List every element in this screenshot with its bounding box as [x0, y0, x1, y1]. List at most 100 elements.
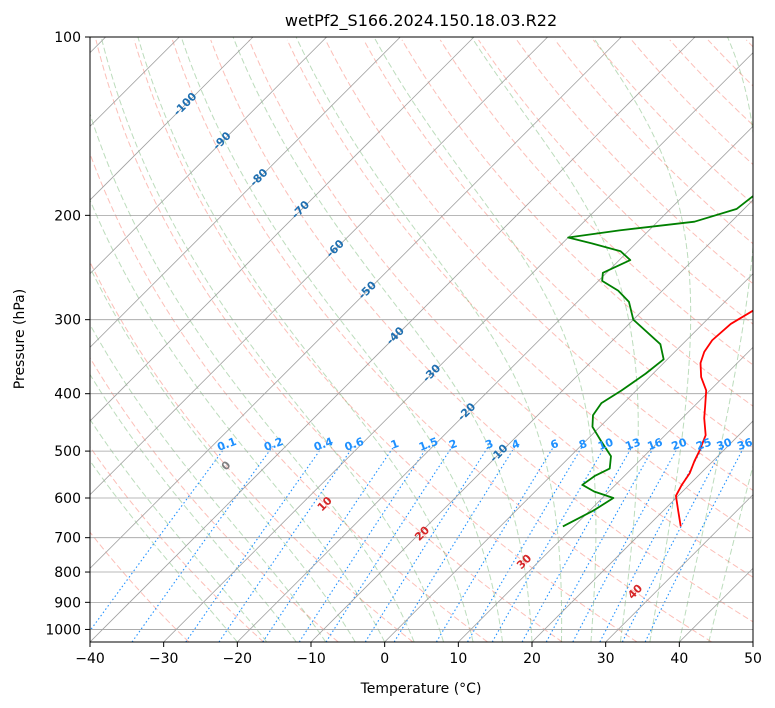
x-tick-label: −10 [296, 651, 326, 667]
mixing-ratio-label: 1.5 [417, 435, 440, 454]
y-tick-label: 900 [54, 595, 81, 611]
mixing-ratio-label: 6 [549, 437, 561, 452]
mixing-ratio-line [521, 446, 633, 642]
mixing-ratio-line [467, 446, 583, 642]
mixing-ratio-line [491, 446, 606, 642]
y-tick-label: 400 [54, 387, 81, 403]
dry-adiabat-line [401, 39, 753, 407]
mixing-ratio-label: 13 [624, 436, 643, 453]
mixing-ratio-label: 1 [389, 437, 401, 452]
dry-adiabat-line [95, 39, 563, 642]
plot-area: -100-90-80-70-60-50-40-30-20-100.1 0.2 0.4… [90, 37, 755, 642]
x-tick-label: 50 [744, 651, 762, 667]
mixing-ratio-label: 25 [694, 436, 713, 453]
dry-adiabat-line [516, 39, 753, 285]
moist-adiabat-line [471, 37, 639, 642]
dry-adiabat-line [172, 39, 713, 642]
moist-adiabat-line [90, 198, 386, 642]
y-tick-label: 300 [54, 313, 81, 329]
dry-adiabat-line [631, 39, 753, 166]
isotherm-line [90, 37, 401, 348]
y-tick-label: 1000 [45, 622, 81, 638]
y-tick-label: 200 [54, 208, 81, 224]
moist-adiabat-line [90, 323, 327, 642]
dry-adiabat-line [90, 356, 339, 642]
moist-adiabat-line [373, 37, 597, 642]
x-tick-label: 20 [523, 651, 541, 667]
mixing-ratio-line [90, 446, 227, 632]
isotherm-line [90, 37, 254, 201]
mixing-ratio-label: 4 [510, 437, 522, 452]
plot-frame [89, 36, 754, 643]
y-tick-label: 700 [54, 531, 81, 547]
mixing-ratio-label: 36 [736, 436, 755, 454]
dry-adiabat-line [439, 39, 753, 366]
moist-adiabat-line [90, 266, 356, 642]
moist-adiabat-line [90, 112, 415, 642]
mixing-ratio-line [298, 446, 429, 642]
x-tick-label: 30 [597, 651, 615, 667]
mixing-ratio-label: 10 [596, 436, 615, 454]
mixing-ratio-label: 0.4 [312, 435, 335, 454]
temperature-line [675, 309, 753, 527]
dry-adiabat-line [325, 39, 753, 491]
isotherm-line [384, 273, 753, 642]
y-axis-ticks: 100 200 300 400 500 600 700 800 900 1000 [45, 30, 90, 638]
isotherm-line [458, 346, 753, 642]
isotherm-line [310, 199, 753, 642]
isotherm-line [163, 52, 753, 642]
moist-adiabat-line [100, 37, 445, 642]
profile-lines [562, 194, 753, 528]
dry-adiabat-line [90, 531, 190, 642]
isotherm-line [90, 37, 327, 275]
mixing-ratio-label: 0.1 [216, 435, 239, 454]
isotherm-line [237, 125, 753, 642]
dry-adiabat-line [133, 39, 638, 642]
y-tick-label: 600 [54, 491, 81, 507]
x-axis-ticks: −40 −30 −20 −10 0 10 20 30 40 50 [75, 642, 762, 667]
chart-title: wetPf2_S166.2024.150.18.03.R22 [285, 11, 557, 31]
dry-adiabat-line [363, 39, 753, 449]
mixing-ratio-line [364, 446, 489, 642]
mixing-ratio-label: 16 [646, 436, 665, 454]
x-tick-label: −30 [149, 651, 179, 667]
dewpoint-line [562, 194, 753, 528]
mixing-ratio-line [599, 446, 704, 642]
x-axis-label: Temperature (°C) [360, 681, 482, 697]
dry-adiabat-line [90, 152, 488, 642]
mixing-ratio-line [644, 446, 745, 642]
moist-adiabat-line [180, 37, 504, 642]
isotherm-line [531, 420, 753, 642]
moist-adiabat-line [678, 37, 753, 642]
dry-adiabat-line [286, 39, 753, 535]
mixing-ratio-label: 3 [483, 437, 495, 452]
mixing-ratio-label: 0.6 [343, 435, 366, 454]
dry-adiabat-line [248, 39, 753, 578]
mixing-ratio-line [545, 446, 655, 642]
dry-adiabats [90, 39, 753, 642]
moist-adiabat-line [90, 373, 297, 642]
x-tick-label: −20 [223, 651, 253, 667]
isotherm-line [90, 37, 622, 569]
mixing-ratio-label: 2 [447, 437, 459, 452]
mixing-ratio-label: 8 [577, 437, 589, 452]
moist-adiabat-line [232, 37, 533, 642]
moist-adiabat-line [295, 37, 563, 642]
isobars [90, 37, 753, 630]
isotherm-line [90, 37, 696, 642]
y-tick-label: 100 [54, 30, 81, 46]
mixing-ratio-line [572, 446, 679, 642]
mixing-ratio-line [262, 446, 395, 642]
dry-adiabat-line [554, 39, 753, 245]
x-tick-label: −40 [75, 651, 105, 667]
dry-adiabat-line [592, 39, 753, 205]
mixing-ratio-line [131, 446, 274, 642]
isotherms [90, 37, 753, 642]
isotherm-line [605, 494, 753, 642]
y-axis-label: Pressure (hPa) [12, 289, 28, 389]
isotherm-line [90, 37, 548, 496]
y-tick-label: 500 [54, 444, 81, 460]
mixing-ratio-label: 20 [670, 436, 689, 454]
